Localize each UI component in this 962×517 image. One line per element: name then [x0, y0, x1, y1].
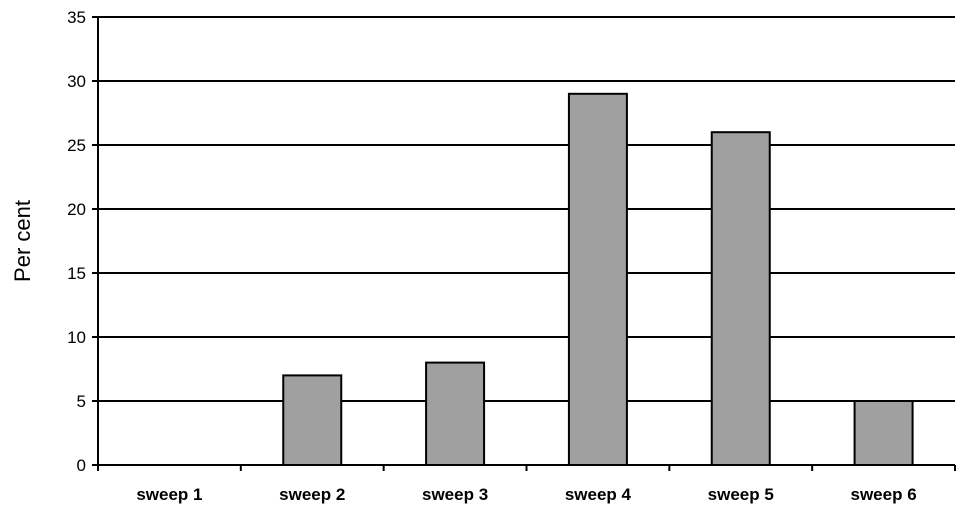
x-category-label: sweep 4	[565, 485, 632, 504]
bar-sweep-4	[567, 92, 628, 467]
bar-sweep-3	[425, 361, 486, 467]
y-tick-label: 35	[67, 8, 86, 27]
y-tick-label: 0	[77, 456, 86, 475]
bar-sweep-5	[710, 131, 771, 466]
y-tick-labels: 0 5 10 15 20 25 30 35	[67, 8, 86, 475]
bars	[282, 92, 914, 467]
y-tick-label: 15	[67, 264, 86, 283]
x-category-label: sweep 2	[279, 485, 345, 504]
x-category-label: sweep 3	[422, 485, 488, 504]
y-tick-label: 20	[67, 200, 86, 219]
x-category-labels: sweep 1 sweep 2 sweep 3 sweep 4 sweep 5 sweep…	[136, 485, 916, 504]
x-category-label: sweep 5	[708, 485, 774, 504]
y-tick-label: 30	[67, 72, 86, 91]
x-category-label: sweep 6	[851, 485, 917, 504]
x-category-label: sweep 1	[136, 485, 202, 504]
bar-sweep-6	[853, 400, 914, 466]
y-tick-label: 5	[77, 392, 86, 411]
y-tick-label: 25	[67, 136, 86, 155]
axes	[97, 17, 955, 466]
bar-sweep-2	[282, 374, 343, 466]
x-ticks	[97, 465, 956, 471]
grid-lines	[98, 16, 955, 402]
y-axis-title: Per cent	[10, 200, 35, 282]
y-tick-label: 10	[67, 328, 86, 347]
